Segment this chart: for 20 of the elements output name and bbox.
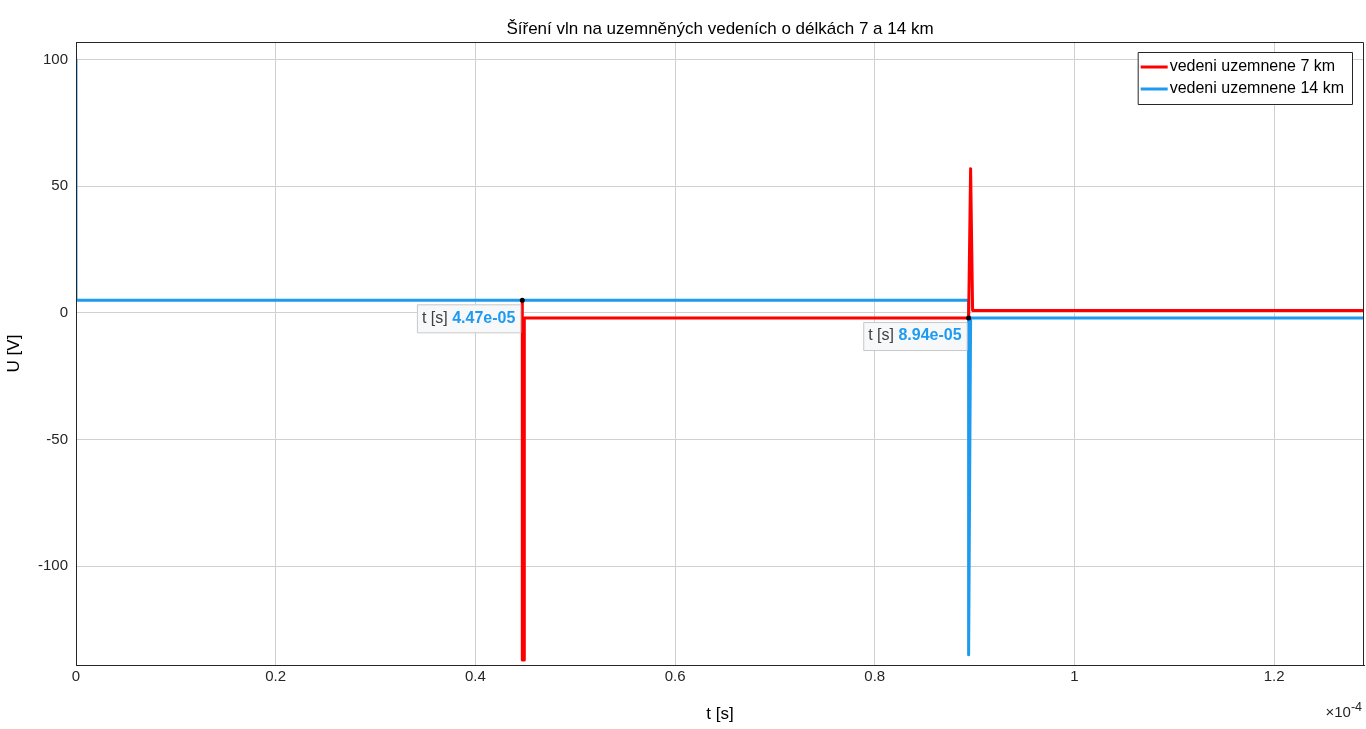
- y-tick-label: -50: [46, 429, 68, 447]
- x-tick-label: 0.6: [664, 667, 686, 685]
- y-tick-label: 100: [42, 49, 68, 67]
- y-tick-label: -100: [37, 556, 68, 574]
- annotation: t [s] 4.47e-05: [421, 308, 516, 326]
- x-tick-label: 0.2: [265, 667, 287, 685]
- x-tick-label: 0.4: [464, 667, 486, 685]
- annotation: t [s] 8.94e-05: [868, 326, 962, 344]
- y-tick-label: 50: [51, 176, 68, 194]
- legend-label: vedeni uzemnene 7 km: [1169, 57, 1336, 75]
- x-axis-title: t [s]: [706, 704, 734, 724]
- y-tick-label: 0: [59, 303, 68, 321]
- x-tick-label: 1: [1070, 667, 1079, 685]
- y-axis-title: U [V]: [3, 334, 23, 373]
- x-tick-label: 1.2: [1263, 667, 1285, 685]
- text: ×10$^{-4}$: [1325, 700, 1362, 720]
- x-tick-label: 0: [71, 667, 81, 685]
- x-tick-label: 0.8: [864, 667, 886, 685]
- legend-label: vedeni uzemnene 14 km: [1169, 79, 1344, 97]
- chart-title: Šíření vln na uzemněných vedeních o délkách 7 a 14 km: [506, 19, 934, 38]
